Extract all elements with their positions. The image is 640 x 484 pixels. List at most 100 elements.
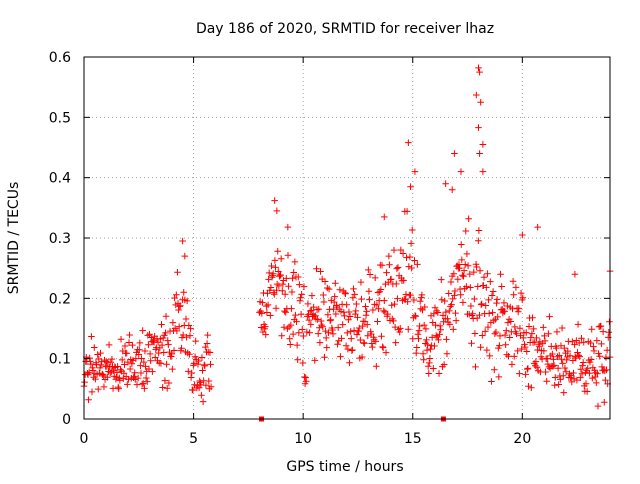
data-point [353,331,361,338]
data-point [527,334,535,341]
data-point [301,373,308,381]
data-point [403,208,411,215]
data-point [572,354,580,362]
data-point [411,312,419,319]
data-point [136,339,144,347]
data-point [507,318,515,325]
data-point [551,381,558,389]
data-point [105,341,113,349]
data-point [114,363,121,370]
data-point [579,362,586,369]
data-point [378,261,386,269]
data-point [440,361,448,368]
data-point [476,68,483,76]
data-point [553,344,560,352]
data-point [510,291,517,298]
data-point [384,310,392,318]
data-point [505,352,512,360]
data-point [495,373,503,381]
data-point [296,281,303,288]
data-point [467,284,474,291]
data-point [513,330,520,338]
data-point [329,330,337,338]
data-point [154,338,162,346]
data-point [155,349,162,357]
data-point [399,250,407,257]
data-point [599,328,607,335]
data-point [181,252,189,260]
x-tick-label: 20 [513,431,531,447]
data-point [465,215,472,223]
data-point [151,354,159,361]
data-point [407,240,415,247]
data-point [415,327,423,334]
data-point [108,355,116,363]
data-point [273,286,280,294]
data-point [405,139,412,146]
data-point [508,361,516,368]
data-point [350,285,357,293]
data-point [367,330,375,338]
data-point [407,291,414,299]
data-point [134,374,142,382]
data-point [377,286,385,293]
data-point [279,280,287,288]
data-point [373,301,381,309]
data-point [600,398,608,406]
data-point [125,376,132,383]
data-point [364,332,372,340]
data-point [330,298,338,306]
data-point [472,363,479,371]
data-point [551,374,559,381]
data-point [588,374,596,382]
data-point [485,296,492,304]
data-point [449,326,457,333]
data-point [271,290,278,298]
data-point [472,260,480,268]
data-point [512,284,520,291]
data-point [137,362,144,369]
data-point [532,358,540,365]
data-point [533,334,540,342]
data-point [430,310,438,318]
data-point [331,293,339,300]
data-point [257,324,265,331]
y-tick-label: 0.6 [49,50,71,66]
data-point [358,353,366,361]
data-point [341,289,349,297]
data-point [493,296,501,303]
data-point [157,335,164,343]
data-point [269,270,277,277]
data-point [533,363,541,371]
data-point [484,323,492,331]
data-point [493,299,500,307]
y-tick-label: 0.4 [49,171,71,187]
data-point [546,313,553,320]
data-point [545,363,553,371]
data-point [173,327,181,335]
data-point [578,370,586,378]
data-point [442,180,449,187]
data-point [174,268,181,276]
data-point [494,313,501,321]
data-point [97,361,105,369]
data-point [445,307,453,315]
data-point [450,270,458,278]
data-point [528,330,536,337]
data-point [336,286,344,294]
data-point [455,261,463,268]
data-point [303,328,311,336]
data-point [517,289,525,297]
data-point [282,309,290,316]
data-point [138,355,145,362]
data-point [605,328,613,336]
data-point [571,341,578,348]
data-point [117,366,124,374]
data-point [358,295,365,303]
data-point [316,339,324,346]
data-point [598,340,605,348]
data-point [117,335,125,343]
data-point [409,335,417,343]
data-point [202,381,210,389]
